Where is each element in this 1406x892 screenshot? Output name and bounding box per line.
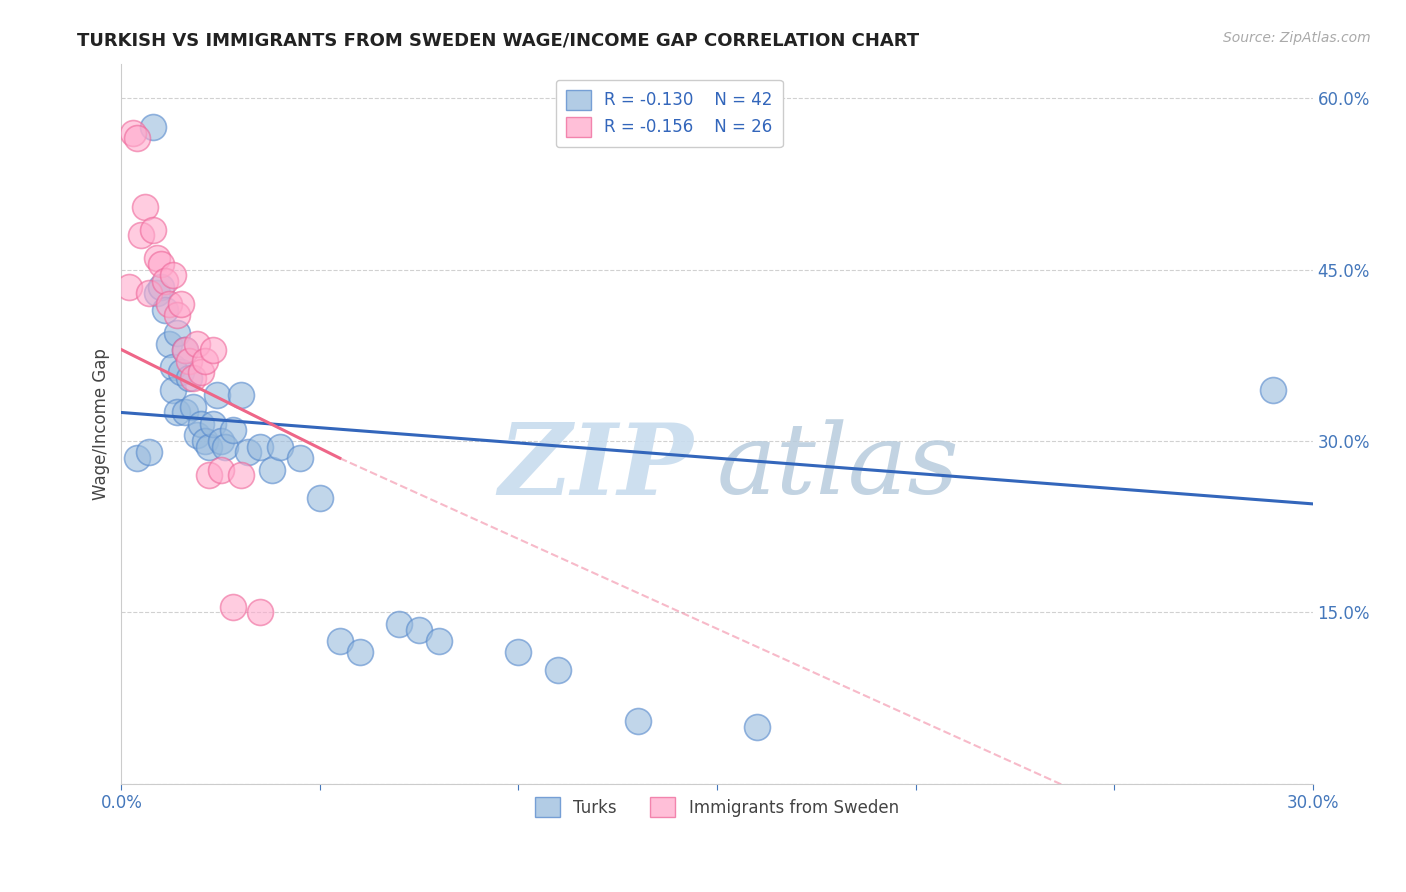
Text: ZIP: ZIP bbox=[498, 419, 693, 516]
Point bbox=[142, 120, 165, 134]
Point bbox=[269, 440, 291, 454]
Point bbox=[177, 371, 200, 385]
Point bbox=[197, 440, 219, 454]
Point bbox=[186, 337, 208, 351]
Point bbox=[153, 302, 176, 317]
Point bbox=[150, 280, 173, 294]
Point bbox=[153, 274, 176, 288]
Point bbox=[170, 366, 193, 380]
Point bbox=[181, 371, 204, 385]
Point bbox=[745, 720, 768, 734]
Point bbox=[201, 343, 224, 357]
Point bbox=[209, 434, 232, 448]
Point bbox=[118, 280, 141, 294]
Point bbox=[197, 468, 219, 483]
Point bbox=[150, 257, 173, 271]
Point bbox=[181, 400, 204, 414]
Point bbox=[214, 440, 236, 454]
Point bbox=[142, 223, 165, 237]
Point bbox=[170, 297, 193, 311]
Point bbox=[186, 428, 208, 442]
Point bbox=[249, 440, 271, 454]
Point bbox=[138, 445, 160, 459]
Point bbox=[427, 634, 450, 648]
Point bbox=[129, 228, 152, 243]
Point bbox=[249, 606, 271, 620]
Point bbox=[221, 599, 243, 614]
Point bbox=[408, 623, 430, 637]
Point bbox=[127, 131, 149, 145]
Point bbox=[166, 405, 188, 419]
Y-axis label: Wage/Income Gap: Wage/Income Gap bbox=[93, 348, 110, 500]
Legend: Turks, Immigrants from Sweden: Turks, Immigrants from Sweden bbox=[527, 789, 907, 826]
Point bbox=[146, 252, 169, 266]
Point bbox=[194, 434, 217, 448]
Point bbox=[166, 326, 188, 340]
Point bbox=[122, 126, 145, 140]
Point bbox=[157, 337, 180, 351]
Point bbox=[388, 616, 411, 631]
Point bbox=[174, 343, 197, 357]
Point bbox=[209, 462, 232, 476]
Point bbox=[1261, 383, 1284, 397]
Text: atlas: atlas bbox=[717, 419, 960, 515]
Point bbox=[190, 417, 212, 431]
Point bbox=[329, 634, 352, 648]
Point bbox=[309, 491, 332, 505]
Point bbox=[194, 354, 217, 368]
Point bbox=[508, 645, 530, 659]
Point bbox=[162, 268, 184, 283]
Point bbox=[626, 714, 648, 728]
Point bbox=[288, 451, 311, 466]
Point bbox=[205, 388, 228, 402]
Point bbox=[174, 405, 197, 419]
Point bbox=[229, 388, 252, 402]
Point bbox=[262, 462, 284, 476]
Text: Source: ZipAtlas.com: Source: ZipAtlas.com bbox=[1223, 31, 1371, 45]
Point bbox=[190, 366, 212, 380]
Point bbox=[238, 445, 260, 459]
Point bbox=[229, 468, 252, 483]
Point bbox=[221, 423, 243, 437]
Point bbox=[146, 285, 169, 300]
Point bbox=[547, 663, 569, 677]
Point bbox=[349, 645, 371, 659]
Point bbox=[166, 309, 188, 323]
Point bbox=[127, 451, 149, 466]
Point bbox=[134, 200, 156, 214]
Text: TURKISH VS IMMIGRANTS FROM SWEDEN WAGE/INCOME GAP CORRELATION CHART: TURKISH VS IMMIGRANTS FROM SWEDEN WAGE/I… bbox=[77, 31, 920, 49]
Point bbox=[138, 285, 160, 300]
Point bbox=[174, 343, 197, 357]
Point bbox=[201, 417, 224, 431]
Point bbox=[177, 354, 200, 368]
Point bbox=[162, 359, 184, 374]
Point bbox=[162, 383, 184, 397]
Point bbox=[157, 297, 180, 311]
